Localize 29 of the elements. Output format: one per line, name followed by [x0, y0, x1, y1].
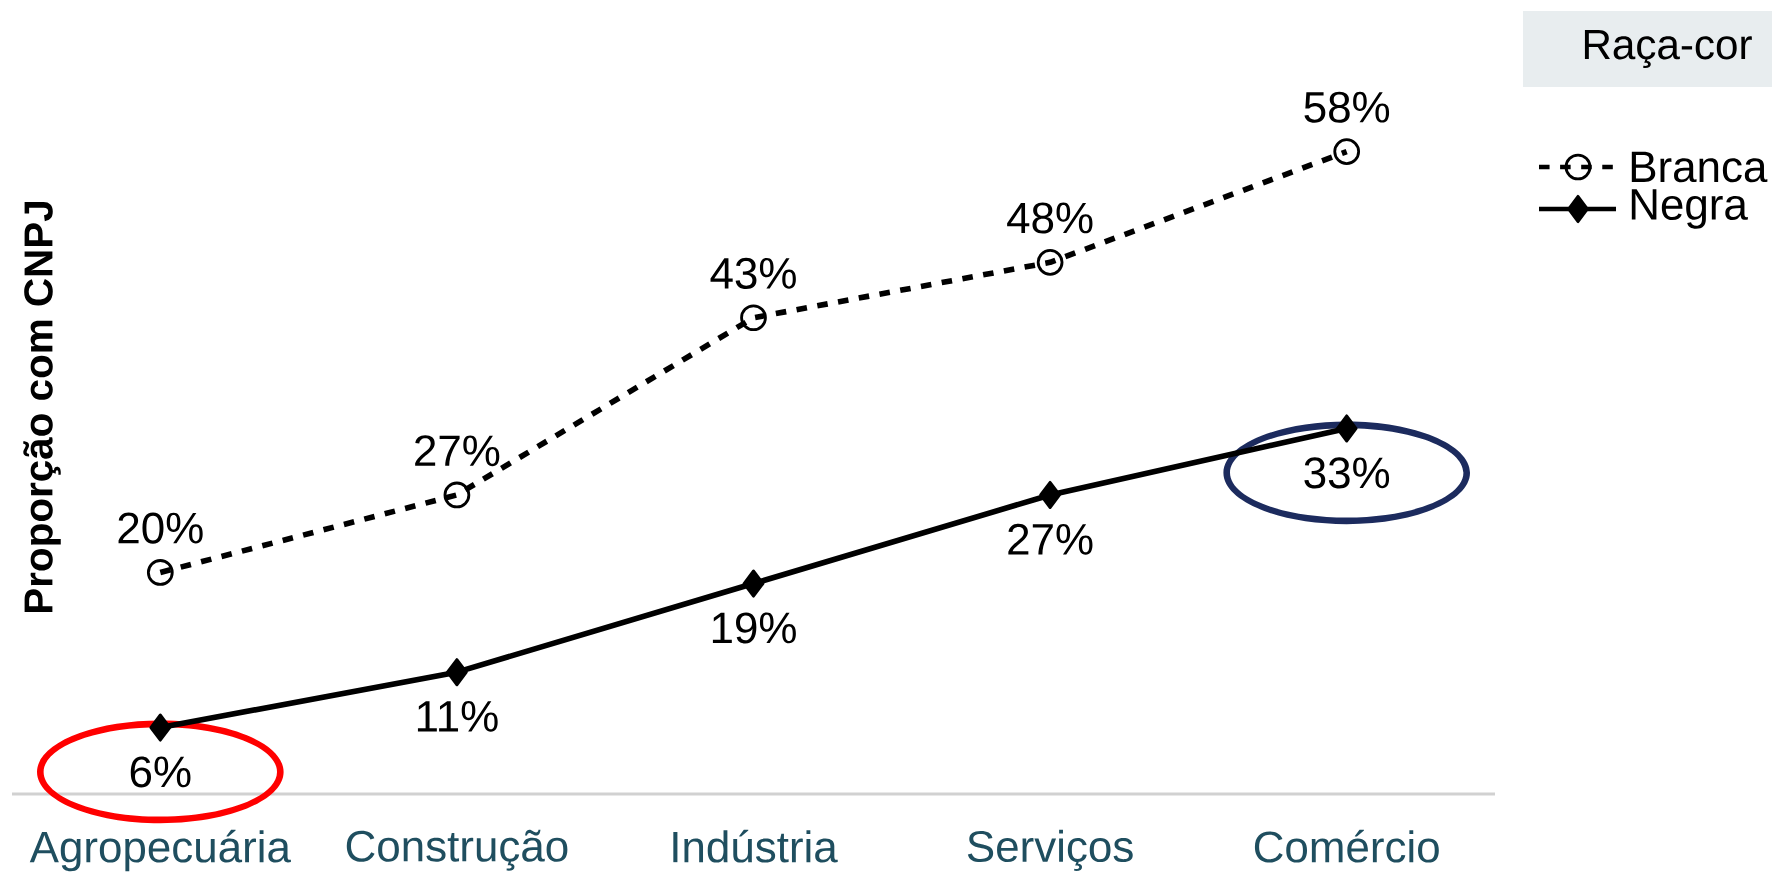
legend-label: Negra	[1631, 189, 1748, 229]
legend-label: Branca	[1631, 151, 1768, 183]
x-tick-label: Serviços	[967, 829, 1133, 871]
point	[443, 481, 471, 509]
data-label: 43%	[710, 257, 796, 289]
point	[1335, 414, 1358, 443]
point	[742, 569, 765, 598]
data-label: 27%	[1008, 523, 1093, 555]
data-label: 20%	[118, 512, 203, 544]
point	[740, 304, 767, 332]
point	[446, 658, 468, 687]
x-tick-label: Agropecuária	[29, 829, 291, 872]
point	[149, 713, 172, 742]
point	[146, 559, 174, 586]
legend-title: Raça-cor	[1584, 30, 1752, 68]
x-tick-label: Indústria	[673, 829, 838, 863]
point	[1036, 248, 1064, 276]
point	[1333, 138, 1361, 165]
data-label: 58%	[1304, 91, 1390, 123]
x-tick-label: Construção	[346, 829, 568, 871]
data-label: 27%	[415, 435, 500, 467]
data-label: 19%	[712, 612, 796, 644]
point	[1039, 480, 1061, 509]
x-tick-label: Comércio	[1254, 829, 1439, 863]
data-label: 33%	[1304, 457, 1390, 489]
data-label: 6%	[130, 756, 191, 788]
data-label: 48%	[1007, 202, 1093, 234]
y-axis-title: Proporção com CNPJ	[23, 202, 61, 613]
data-label: 11%	[417, 700, 498, 732]
